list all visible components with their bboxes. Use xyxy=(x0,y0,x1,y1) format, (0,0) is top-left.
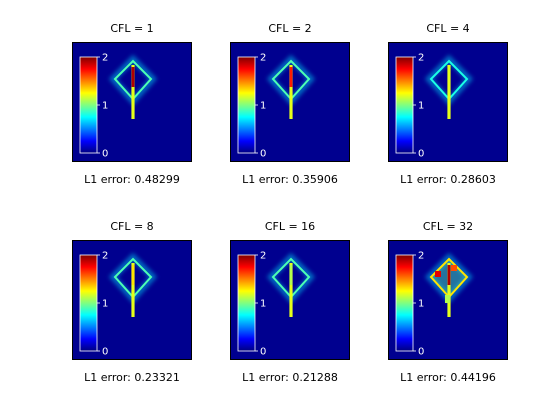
colorbar-tick-label: 0 xyxy=(102,149,108,160)
colorbar-tick-label: 1 xyxy=(418,101,424,112)
colorbar-tick-label: 1 xyxy=(418,299,424,310)
colorbar-tick-label: 2 xyxy=(418,53,424,64)
colorbar-tick-label: 0 xyxy=(102,347,108,358)
colorbar-tick-label: 2 xyxy=(260,251,266,262)
colorbar-tick-label: 1 xyxy=(102,101,108,112)
colorbar-tick-label: 2 xyxy=(260,53,266,64)
diamond-halo xyxy=(424,252,474,304)
colorbar xyxy=(395,254,414,352)
diamond-halo xyxy=(266,54,316,106)
diamond-front xyxy=(429,59,469,101)
colorbar xyxy=(237,56,256,154)
colorbar-tick-label: 2 xyxy=(102,53,108,64)
colorbar-tick-label: 2 xyxy=(102,251,108,262)
heatmap-svg: 0 1 2 xyxy=(79,251,158,358)
artifact-cell xyxy=(451,265,457,271)
heatmap-svg: 0 1 2 xyxy=(395,53,474,160)
diamond-halo xyxy=(424,54,474,106)
colorbar-tick-label: 0 xyxy=(260,347,266,358)
panel-caption: L1 error: 0.21288 xyxy=(242,371,338,384)
colorbar-tick-label: 0 xyxy=(260,149,266,160)
heatmap-svg: 0 1 2 xyxy=(79,53,158,160)
heatmap-panel: 0 1 2 xyxy=(72,240,192,360)
colorbar-tick-label: 1 xyxy=(102,299,108,310)
heatmap-svg: 0 1 2 xyxy=(395,251,474,358)
panel-title: CFL = 32 xyxy=(422,220,474,233)
panel-caption: L1 error: 0.48299 xyxy=(84,173,180,186)
diamond-front xyxy=(113,257,153,299)
heatmap-panel: 0 1 2 xyxy=(388,240,508,360)
colorbar xyxy=(237,254,256,352)
artifact-cell xyxy=(435,271,441,277)
diamond-halo xyxy=(108,252,158,304)
diamond-halo xyxy=(108,54,158,106)
heatmap-panel: 0 1 2 xyxy=(72,42,192,162)
panel-title: CFL = 4 xyxy=(426,22,470,35)
colorbar xyxy=(395,56,414,154)
diamond-front xyxy=(113,59,153,101)
panel-title: CFL = 16 xyxy=(264,220,316,233)
colorbar-tick-label: 0 xyxy=(418,347,424,358)
diamond-front xyxy=(271,59,311,101)
heatmap-panel: 0 1 2 xyxy=(230,240,350,360)
panel-title: CFL = 8 xyxy=(110,220,154,233)
colorbar-tick-label: 1 xyxy=(260,101,266,112)
colorbar-tick-label: 2 xyxy=(418,251,424,262)
diamond-front xyxy=(271,257,311,299)
panel-caption: L1 error: 0.44196 xyxy=(400,371,496,384)
colorbar xyxy=(79,254,98,352)
colorbar-tick-label: 0 xyxy=(418,149,424,160)
panel-caption: L1 error: 0.35906 xyxy=(242,173,338,186)
heatmap-panel: 0 1 2 xyxy=(388,42,508,162)
artifact-cell xyxy=(445,295,450,303)
panel-caption: L1 error: 0.23321 xyxy=(84,371,180,384)
panel-caption: L1 error: 0.28603 xyxy=(400,173,496,186)
diamond-halo xyxy=(266,252,316,304)
panel-title: CFL = 1 xyxy=(110,22,154,35)
colorbar xyxy=(79,56,98,154)
panel-title: CFL = 2 xyxy=(268,22,312,35)
heatmap-svg: 0 1 2 xyxy=(237,251,316,358)
heatmap-panel: 0 1 2 xyxy=(230,42,350,162)
heatmap-svg: 0 1 2 xyxy=(237,53,316,160)
colorbar-tick-label: 1 xyxy=(260,299,266,310)
